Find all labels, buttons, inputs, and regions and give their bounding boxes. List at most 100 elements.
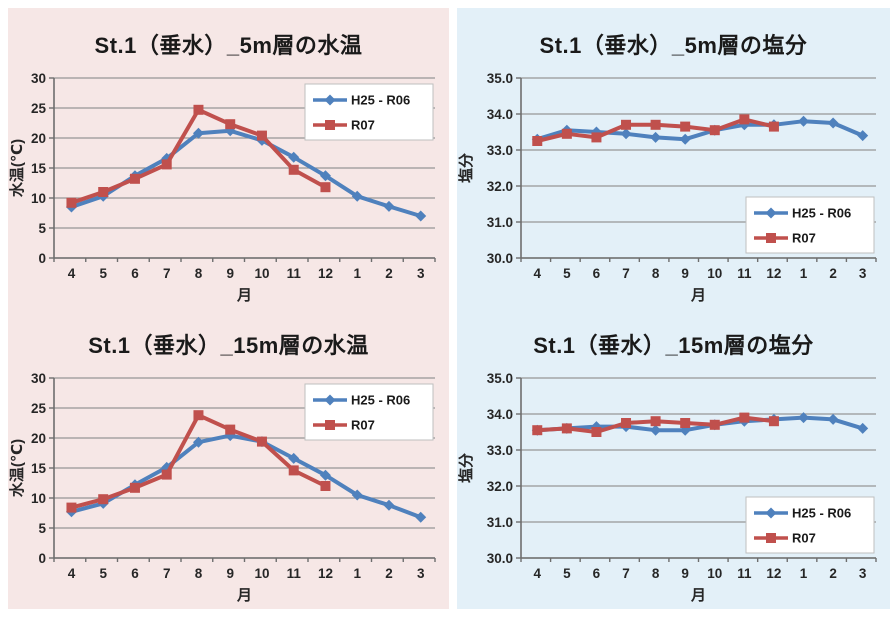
- svg-text:12: 12: [318, 266, 333, 281]
- svg-text:20: 20: [31, 131, 46, 146]
- svg-text:32.0: 32.0: [487, 179, 513, 194]
- svg-text:31.0: 31.0: [487, 215, 513, 230]
- chart-salinity-15m: 30.031.032.033.034.035.04 5 6 7 8 9 10 11 12 1 2 3月…: [457, 371, 877, 604]
- svg-text:8: 8: [652, 266, 660, 281]
- svg-text:25: 25: [31, 401, 47, 416]
- chart-title-temp-5m: St.1（垂水）_5m層の水温: [94, 33, 363, 58]
- svg-text:11: 11: [737, 566, 752, 581]
- svg-text:塩分: 塩分: [457, 453, 475, 483]
- svg-text:5: 5: [99, 266, 107, 281]
- svg-text:33.0: 33.0: [487, 443, 513, 458]
- svg-text:0: 0: [38, 551, 46, 566]
- svg-text:1: 1: [353, 566, 361, 581]
- svg-text:月: 月: [690, 587, 706, 604]
- svg-text:12: 12: [318, 566, 333, 581]
- svg-text:R07: R07: [351, 418, 375, 433]
- svg-text:9: 9: [226, 566, 234, 581]
- chart-block-salinity-5m: St.1（垂水）_5m層の塩分 30.0 31.0 32.0 33.0 34.0 35.0…: [457, 8, 890, 308]
- svg-text:9: 9: [681, 566, 689, 581]
- svg-text:H25 - R06: H25 - R06: [792, 506, 851, 521]
- svg-text:12: 12: [766, 566, 781, 581]
- svg-text:11: 11: [287, 266, 302, 281]
- svg-text:0: 0: [38, 251, 46, 266]
- chart-title-salinity-15m: St.1（垂水）_15m層の塩分: [533, 333, 814, 358]
- svg-text:3: 3: [417, 266, 425, 281]
- svg-text:3: 3: [417, 566, 425, 581]
- svg-text:2: 2: [829, 566, 837, 581]
- svg-text:5: 5: [563, 266, 571, 281]
- svg-text:11: 11: [737, 266, 752, 281]
- svg-text:R07: R07: [792, 531, 816, 546]
- svg-text:1: 1: [800, 566, 808, 581]
- svg-text:10: 10: [31, 491, 46, 506]
- chart-title-temp-15m: St.1（垂水）_15m層の水温: [88, 333, 369, 358]
- svg-text:H25 - R06: H25 - R06: [351, 93, 410, 108]
- svg-text:1: 1: [800, 266, 808, 281]
- svg-text:3: 3: [859, 566, 867, 581]
- panel-water-temperature: St.1（垂水）_5m層の水温 0 5 10 15 20 25 30 4 5 6 7 8 9 10 11 12…: [8, 8, 449, 609]
- svg-text:15: 15: [31, 161, 47, 176]
- svg-text:20: 20: [31, 431, 46, 446]
- svg-text:11: 11: [287, 566, 302, 581]
- svg-text:10: 10: [707, 266, 722, 281]
- svg-text:10: 10: [707, 566, 722, 581]
- svg-text:水温(℃): 水温(℃): [8, 439, 26, 497]
- svg-text:9: 9: [681, 266, 689, 281]
- chart-title-salinity-5m: St.1（垂水）_5m層の塩分: [539, 33, 808, 58]
- svg-text:5: 5: [38, 221, 46, 236]
- svg-text:30.0: 30.0: [487, 251, 513, 266]
- svg-text:6: 6: [131, 566, 139, 581]
- chart-block-temp-15m: St.1（垂水）_15m層の水温 0 5 10 15 20 25 30 4 5 6 7 8 9 10 11 1…: [8, 308, 449, 608]
- svg-text:35.0: 35.0: [487, 371, 513, 386]
- svg-text:25: 25: [31, 101, 47, 116]
- svg-text:9: 9: [226, 266, 234, 281]
- svg-text:月: 月: [236, 587, 252, 604]
- svg-text:30: 30: [31, 71, 46, 86]
- chart-block-temp-5m: St.1（垂水）_5m層の水温 0 5 10 15 20 25 30 4 5 6 7 8 9 10 11 12…: [8, 8, 449, 308]
- svg-text:H25 - R06: H25 - R06: [792, 206, 851, 221]
- svg-text:10: 10: [31, 191, 46, 206]
- svg-text:7: 7: [622, 266, 630, 281]
- svg-text:2: 2: [385, 266, 393, 281]
- svg-text:3: 3: [859, 266, 867, 281]
- svg-text:1: 1: [353, 266, 361, 281]
- svg-text:7: 7: [163, 566, 171, 581]
- svg-text:月: 月: [236, 287, 252, 304]
- svg-text:31.0: 31.0: [487, 515, 513, 530]
- svg-text:15: 15: [31, 461, 47, 476]
- svg-text:4: 4: [68, 566, 76, 581]
- chart-salinity-5m: 30.031.032.033.034.035.04 5 6 7 8 9 10 11 12 1 2 3月…: [457, 71, 877, 304]
- svg-text:塩分: 塩分: [457, 153, 475, 183]
- svg-text:7: 7: [622, 566, 630, 581]
- svg-text:12: 12: [766, 266, 781, 281]
- svg-text:34.0: 34.0: [487, 407, 513, 422]
- svg-text:10: 10: [254, 566, 269, 581]
- svg-text:2: 2: [829, 266, 837, 281]
- svg-text:4: 4: [534, 266, 542, 281]
- chart-block-salinity-15m: St.1（垂水）_15m層の塩分 30.0 31.0 32.0 33.0 34.0 35.…: [457, 308, 890, 608]
- svg-text:32.0: 32.0: [487, 479, 513, 494]
- svg-text:30.0: 30.0: [487, 551, 513, 566]
- svg-text:33.0: 33.0: [487, 143, 513, 158]
- svg-text:6: 6: [131, 266, 139, 281]
- svg-text:6: 6: [593, 266, 601, 281]
- svg-text:月: 月: [690, 287, 706, 304]
- svg-text:8: 8: [195, 266, 203, 281]
- svg-text:8: 8: [195, 566, 203, 581]
- svg-text:2: 2: [385, 566, 393, 581]
- svg-text:5: 5: [99, 566, 107, 581]
- svg-text:4: 4: [68, 266, 76, 281]
- svg-text:6: 6: [593, 566, 601, 581]
- svg-text:4: 4: [534, 566, 542, 581]
- svg-text:R07: R07: [351, 118, 375, 133]
- svg-text:35.0: 35.0: [487, 71, 513, 86]
- svg-text:5: 5: [563, 566, 571, 581]
- svg-text:8: 8: [652, 566, 660, 581]
- svg-text:5: 5: [38, 521, 46, 536]
- svg-text:10: 10: [254, 266, 269, 281]
- svg-text:7: 7: [163, 266, 171, 281]
- svg-text:H25 - R06: H25 - R06: [351, 393, 410, 408]
